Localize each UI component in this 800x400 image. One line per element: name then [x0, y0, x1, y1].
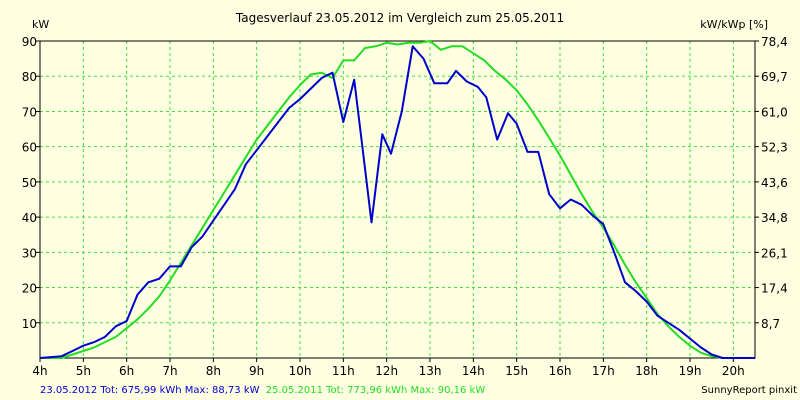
y-tick-label-right: 69,7 — [761, 70, 788, 84]
y-tick-label-left: 80 — [22, 70, 37, 84]
x-tick-label: 12h — [375, 364, 398, 378]
series-lines — [39, 40, 755, 359]
footer-stats: 23.05.2012 Tot: 675,99 kWh Max: 88,73 kW… — [40, 385, 485, 396]
chart-title: Tagesverlauf 23.05.2012 im Vergleich zum… — [235, 11, 564, 25]
x-tick-label: 14h — [462, 364, 485, 378]
x-tick-label: 10h — [289, 364, 312, 378]
x-tick-label: 13h — [419, 364, 442, 378]
x-tick-label: 9h — [249, 364, 264, 378]
x-tick-label: 18h — [635, 364, 658, 378]
y-tick-label-right: 78,4 — [761, 35, 788, 49]
y-tick-label-right: 17,4 — [761, 282, 788, 296]
axis-ticks: 4h 5h 6h 7h 8h 9h 10h 11h 12h 13h 14h 15h 16h 17h 18h 1… — [22, 35, 788, 378]
y-tick-label-right: 26,1 — [761, 246, 788, 260]
x-tick-label: 17h — [592, 364, 615, 378]
x-tick-label: 4h — [32, 364, 47, 378]
y-tick-label-right: 52,3 — [761, 141, 788, 155]
x-tick-label: 8h — [206, 364, 221, 378]
x-tick-label: 20h — [722, 364, 745, 378]
y-tick-label-left: 20 — [22, 282, 37, 296]
y-tick-label-left: 60 — [22, 141, 37, 155]
y-tick-label-left: 50 — [22, 176, 37, 190]
series-line-25-05-2011 — [40, 40, 755, 359]
y-tick-label-left: 70 — [22, 105, 37, 119]
x-tick-label: 11h — [332, 364, 355, 378]
y-tick-label-right: 8,7 — [761, 317, 780, 331]
x-tick-label: 19h — [679, 364, 702, 378]
y-tick-label-left: 40 — [22, 211, 37, 225]
footer-credit: SunnyReport pinxit — [701, 385, 797, 396]
y-tick-label-left: 90 — [22, 35, 37, 49]
y-tick-label-right: 61,0 — [761, 105, 788, 119]
x-tick-label: 15h — [505, 364, 528, 378]
x-tick-label: 7h — [162, 364, 177, 378]
grid-lines — [40, 41, 755, 358]
y-tick-label-left: 10 — [22, 317, 37, 331]
y-tick-label-right: 43,6 — [761, 176, 788, 190]
y-tick-label-left: 30 — [22, 246, 37, 260]
x-tick-label: 6h — [119, 364, 134, 378]
x-tick-label: 5h — [76, 364, 91, 378]
x-tick-label: 16h — [549, 364, 572, 378]
footer-stats-2012: 23.05.2012 Tot: 675,99 kWh Max: 88,73 kW — [40, 385, 260, 396]
y-axis-left-label: kW — [32, 18, 49, 31]
y-tick-label-right: 34,8 — [761, 211, 788, 225]
footer-stats-2011: 25.05.2011 Tot: 773,96 kWh Max: 90,16 kW — [266, 385, 486, 396]
plot-frame — [39, 40, 756, 359]
series-line-23-05-2012 — [39, 45, 755, 359]
y-axis-right-label: kW/kWp [%] — [700, 18, 768, 31]
